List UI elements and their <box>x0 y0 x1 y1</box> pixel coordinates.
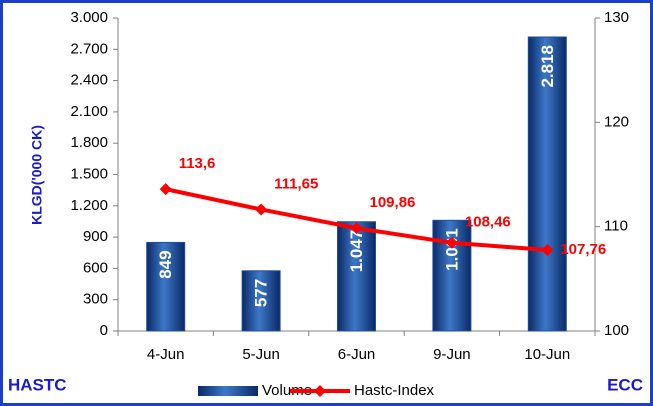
line-value-label: 107,76 <box>560 241 606 258</box>
bar <box>241 270 281 332</box>
line-marker <box>255 203 268 216</box>
x-tick-label: 6-Jun <box>338 346 376 363</box>
bar <box>432 219 472 332</box>
y-tick-label: 1.200 <box>70 197 108 214</box>
legend-label: Volume <box>262 382 312 399</box>
bar-value-label: 1.061 <box>442 228 461 271</box>
legend-swatch <box>198 386 258 396</box>
bar <box>337 221 376 332</box>
line-marker <box>445 236 458 249</box>
line-marker <box>159 183 172 196</box>
y-tick-label: 600 <box>83 259 108 276</box>
line-value-label: 108,46 <box>465 214 511 231</box>
x-tick-label: 4-Jun <box>147 346 185 363</box>
x-tick-label: 9-Jun <box>433 346 471 363</box>
y-tick-label: 1.800 <box>70 134 108 151</box>
y-tick-label: 2.100 <box>70 103 108 120</box>
y-tick-label: 2.700 <box>70 40 108 57</box>
corner-label: ECC <box>607 375 643 394</box>
corner-label: HASTC <box>8 375 67 394</box>
bar <box>527 36 567 332</box>
bar-value-label: 849 <box>156 250 175 278</box>
x-tick-label: 10-Jun <box>524 346 570 363</box>
y-tick-label: 0 <box>100 322 108 339</box>
legend-label: Hastc-Index <box>354 382 435 399</box>
y-axis-label: KLGD('000 CK) <box>29 125 45 225</box>
y-tick-label: 300 <box>83 291 108 308</box>
y-tick-label: 2.400 <box>70 72 108 89</box>
bar-value-label: 577 <box>252 279 271 307</box>
line-marker <box>350 222 363 235</box>
y2-tick-label: 100 <box>604 322 629 339</box>
legend-swatch <box>314 385 326 397</box>
y-tick-label: 1.500 <box>70 165 108 182</box>
line-value-label: 111,65 <box>274 175 318 192</box>
bar-value-label: 1.047 <box>347 230 366 273</box>
x-tick-label: 5-Jun <box>242 346 280 363</box>
bar <box>146 241 186 332</box>
bar-value-label: 2.818 <box>538 45 557 88</box>
y-tick-label: 900 <box>83 228 108 245</box>
line-value-label: 109,86 <box>370 194 416 211</box>
line-marker <box>541 244 554 257</box>
y2-tick-label: 110 <box>604 218 628 235</box>
y2-tick-label: 120 <box>604 113 629 130</box>
y-tick-label: 3.000 <box>70 9 108 26</box>
y2-tick-label: 130 <box>604 9 629 26</box>
line-value-label: 113,6 <box>179 155 216 172</box>
